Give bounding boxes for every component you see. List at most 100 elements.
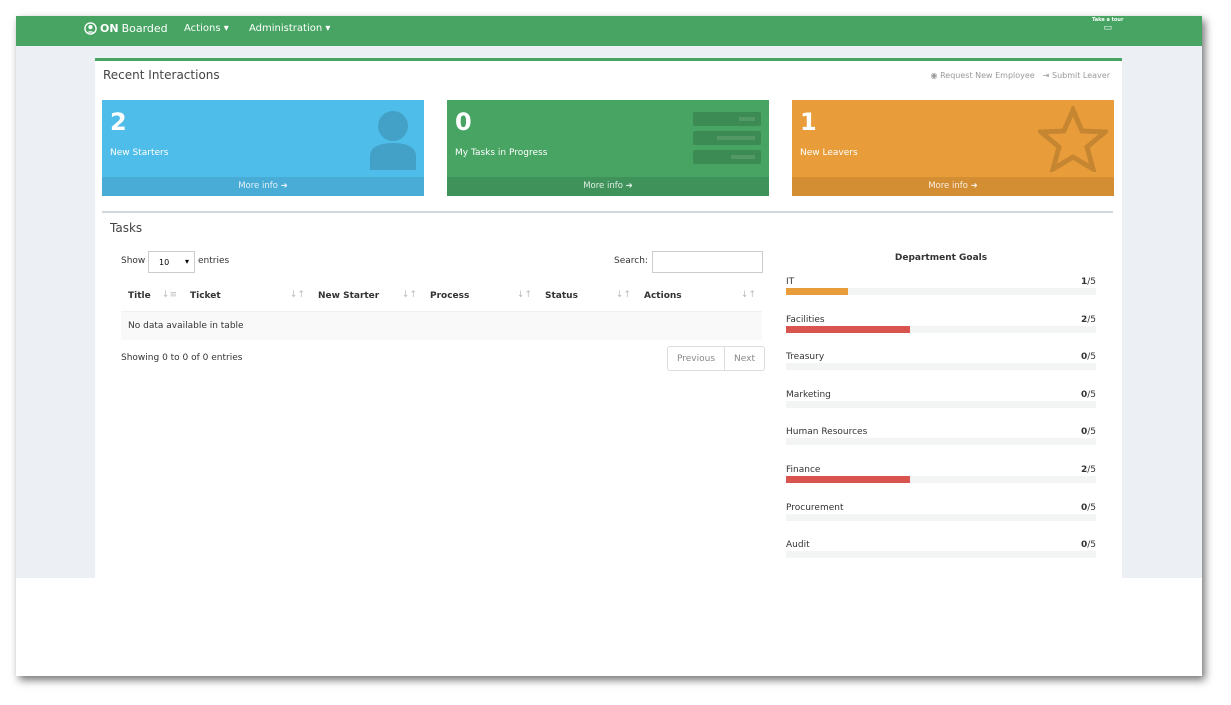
goal-progress-bar <box>786 513 1096 521</box>
next-button[interactable]: Next <box>734 354 756 364</box>
previous-button[interactable]: Previous <box>668 347 726 370</box>
star-icon <box>1038 106 1108 172</box>
empty-message: No data available in table <box>121 311 762 340</box>
column-header[interactable]: Status ↓↑ <box>538 282 637 312</box>
column-label: New Starter <box>318 291 380 302</box>
goals-title: Department Goals <box>894 253 988 263</box>
goal-progress-bar <box>786 363 1096 371</box>
goal-value: 0/5 <box>1080 540 1096 551</box>
column-header[interactable]: Actions ↓↑ <box>637 282 762 312</box>
column-label: Actions <box>644 291 682 302</box>
goal-value: 0/5 <box>1080 389 1096 400</box>
goal-value: 0/5 <box>1080 427 1096 438</box>
user-circle-icon: ◉ <box>930 71 938 80</box>
sort-icon: ↓↑ <box>740 290 756 300</box>
brand-bold: ON <box>100 22 119 35</box>
column-label: Process <box>430 291 470 302</box>
goal-item: Facilities 2/5 <box>786 315 1096 335</box>
goal-item: Marketing 0/5 <box>786 390 1096 410</box>
tasks-title: Tasks <box>110 221 143 235</box>
card-label: My Tasks in Progress <box>455 148 548 158</box>
entries-label: entries <box>198 256 230 266</box>
goal-progress-bar <box>786 438 1096 446</box>
menu-label: Administration <box>249 23 323 34</box>
caret-down-icon: ▾ <box>184 257 189 266</box>
column-label: Title <box>128 291 151 302</box>
tasks-in-progress-card: 0 My Tasks in Progress More info ➜ <box>447 100 769 196</box>
column-header[interactable]: Title ↓≡ <box>121 282 183 312</box>
submit-leaver-link[interactable]: ⇥ Submit Leaver <box>1043 71 1110 80</box>
link-label: Submit Leaver <box>1051 71 1110 80</box>
sort-icon: ↓↑ <box>615 290 631 300</box>
more-info-link[interactable]: More info ➜ <box>102 177 424 196</box>
sign-out-icon: ⇥ <box>1042 71 1050 80</box>
card-value: 2 <box>110 108 127 136</box>
goal-value: 0/5 <box>1080 352 1096 363</box>
goal-item: Procurement 0/5 <box>786 503 1096 523</box>
goal-progress-bar <box>786 476 1096 483</box>
column-header[interactable]: New Starter ↓↑ <box>311 282 423 312</box>
goal-value: 0/5 <box>1080 502 1096 513</box>
request-new-employee-link[interactable]: ◉ Request New Employee <box>931 71 1035 80</box>
goal-progress-fill <box>786 476 910 483</box>
table-row: No data available in table <box>121 311 762 340</box>
column-header[interactable]: Ticket ↓↑ <box>183 282 311 312</box>
user-circle-icon <box>84 22 97 35</box>
goal-progress-fill <box>786 325 910 333</box>
more-info-link[interactable]: More info ➜ <box>447 177 769 196</box>
goal-item: IT 1/5 <box>786 277 1096 297</box>
goal-name: Treasury <box>786 352 825 363</box>
browser-window: ON Boarded Actions ▾ Administration ▾ Tak… <box>16 16 1202 676</box>
tour-label: Take a tour <box>1092 17 1124 23</box>
sort-icon: ↓↑ <box>516 290 532 300</box>
pagination: Previous Next <box>667 346 766 371</box>
goal-progress-fill <box>786 288 848 295</box>
goal-name: Procurement <box>786 502 844 513</box>
goal-progress-bar <box>786 551 1096 559</box>
column-label: Status <box>545 291 578 302</box>
goal-item: Human Resources 0/5 <box>786 427 1096 447</box>
goal-item: Treasury 0/5 <box>786 352 1096 372</box>
goal-name: Marketing <box>786 389 831 400</box>
more-info-link[interactable]: More info ➜ <box>792 177 1114 196</box>
new-starters-card: 2 New Starters More info ➜ <box>102 100 424 196</box>
content-area: Recent Interactions ◉ Request New Employ… <box>16 46 1202 578</box>
card-label: New Leavers <box>800 148 858 158</box>
brand-logo[interactable]: ON Boarded <box>84 22 168 35</box>
take-a-tour-button[interactable]: Take a tour ▭ <box>1092 17 1123 33</box>
goal-progress-bar <box>786 288 1096 295</box>
tasks-box: Tasks Show 10 ▾ entries Search: Title ↓≡ Ti… <box>102 211 1113 578</box>
recent-interactions-panel: Recent Interactions ◉ Request New Employ… <box>95 58 1122 578</box>
panel-title: Recent Interactions <box>103 68 220 82</box>
show-label: Show <box>121 256 146 266</box>
goal-item: Finance 2/5 <box>786 465 1096 485</box>
list-icon <box>693 112 761 164</box>
page-size-select[interactable]: 10 ▾ <box>148 251 195 273</box>
person-icon <box>370 111 416 170</box>
search-input[interactable] <box>652 251 763 273</box>
sort-icon: ↓↑ <box>401 290 417 300</box>
link-label: Request New Employee <box>940 71 1035 80</box>
goal-value: 2/5 <box>1080 314 1096 325</box>
brand-rest: Boarded <box>121 22 168 35</box>
goal-progress-bar <box>786 325 1096 333</box>
sort-icon: ↓↑ <box>289 290 305 300</box>
goal-value: 2/5 <box>1080 465 1096 475</box>
sort-icon: ↓≡ <box>161 290 177 300</box>
tasks-table: Title ↓≡ Ticket ↓↑ New Starter ↓↑ Process ↓↑ Sta… <box>121 282 762 340</box>
film-icon: ▭ <box>1103 23 1112 33</box>
top-navbar: ON Boarded Actions ▾ Administration ▾ Tak… <box>16 16 1202 46</box>
goal-value: 1/5 <box>1080 277 1096 287</box>
goal-progress-bar <box>786 400 1096 408</box>
goal-name: Human Resources <box>786 427 868 438</box>
goal-name: Audit <box>786 540 810 551</box>
column-label: Ticket <box>190 291 221 302</box>
actions-menu[interactable]: Actions ▾ <box>184 23 229 34</box>
column-header[interactable]: Process ↓↑ <box>423 282 538 312</box>
administration-menu[interactable]: Administration ▾ <box>249 23 331 34</box>
goal-name: Finance <box>786 465 821 475</box>
table-info: Showing 0 to 0 of 0 entries <box>121 353 243 363</box>
card-value: 0 <box>455 108 472 136</box>
card-label: New Starters <box>110 148 169 158</box>
menu-label: Actions <box>184 23 221 34</box>
